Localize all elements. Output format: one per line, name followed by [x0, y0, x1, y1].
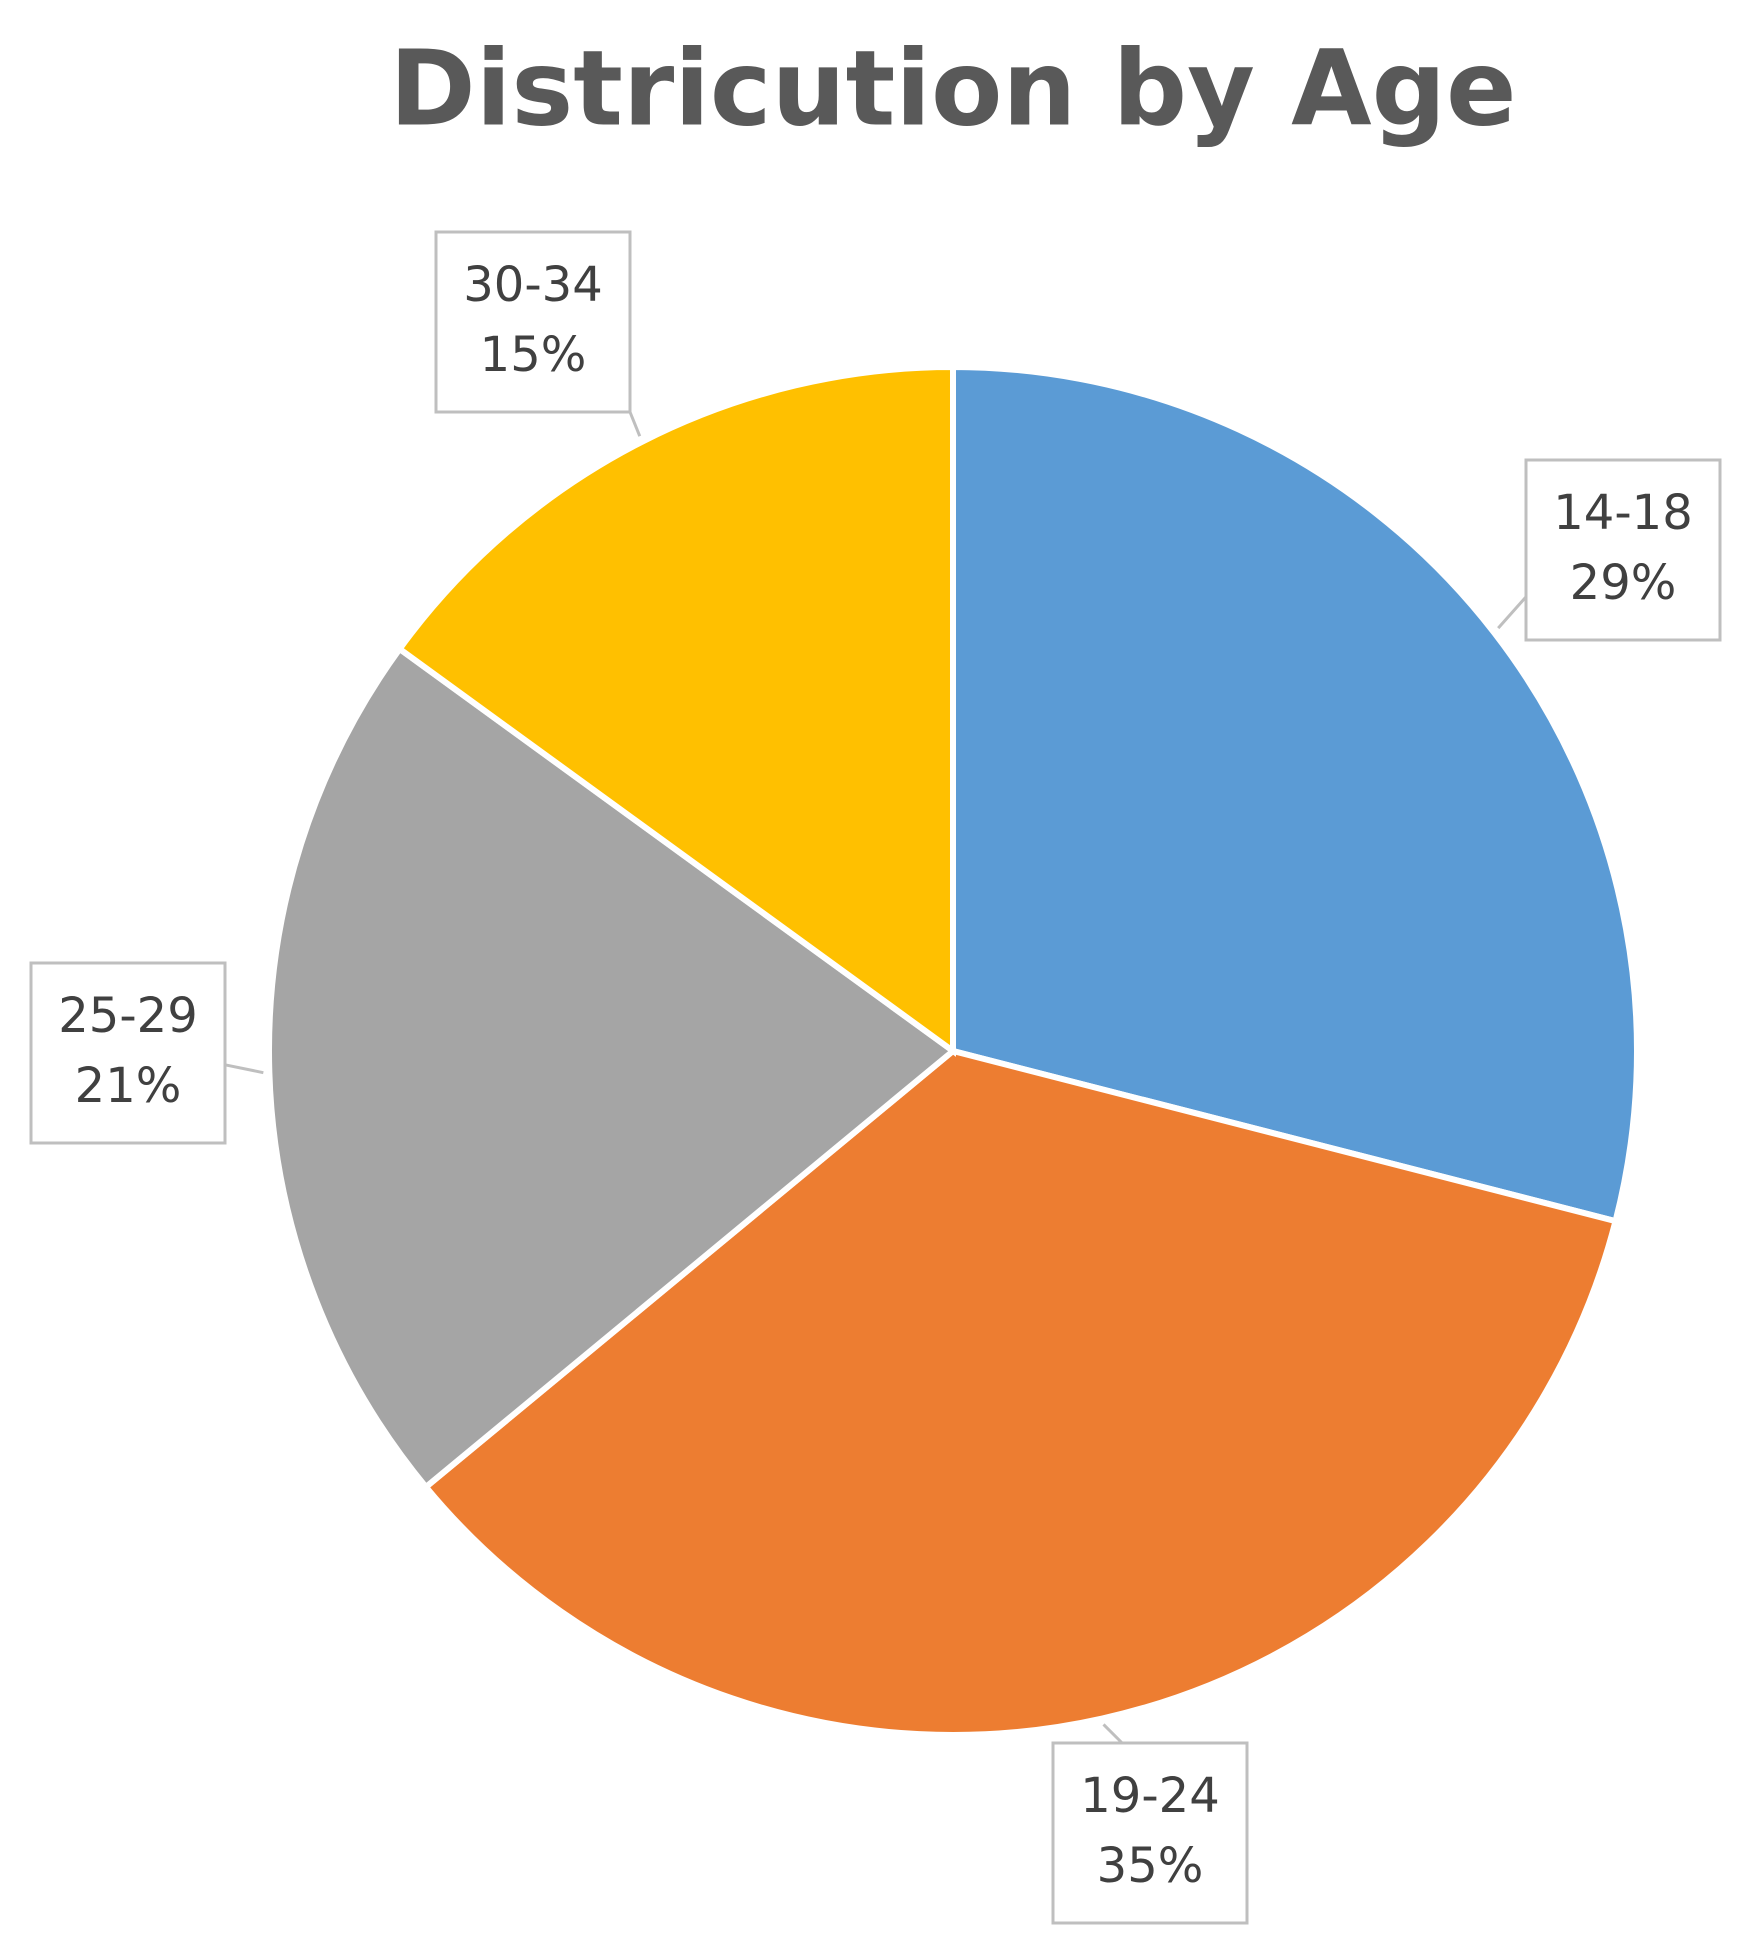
- callout-box: [1051, 1741, 1249, 1925]
- pie-slice: [950, 363, 1640, 1225]
- callout-box: [434, 230, 632, 414]
- value-label: 15%: [480, 327, 587, 383]
- category-label: 19-24: [1080, 1768, 1219, 1824]
- callout-pointer: [1102, 1723, 1124, 1745]
- category-label: 25-29: [58, 988, 197, 1044]
- pie-slice: [265, 644, 958, 1492]
- value-label: 35%: [1097, 1838, 1204, 1894]
- category-label: 14-18: [1553, 485, 1692, 541]
- slices: [265, 363, 1640, 1738]
- chart-title: Districution by Age: [389, 27, 1516, 149]
- callout-pointer: [1497, 595, 1528, 630]
- pie-slice: [395, 363, 956, 1057]
- category-label: 30-34: [463, 257, 602, 313]
- callout-box: [29, 961, 227, 1145]
- callout-pointer: [224, 1063, 264, 1075]
- pie-slice: [421, 1047, 1620, 1738]
- callout-pointer: [628, 411, 642, 437]
- value-label: 29%: [1570, 555, 1677, 611]
- callout-box: [1524, 458, 1722, 642]
- value-label: 21%: [75, 1058, 182, 1114]
